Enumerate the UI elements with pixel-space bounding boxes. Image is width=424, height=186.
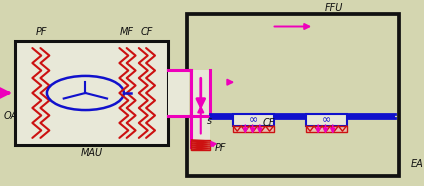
Text: CF: CF bbox=[141, 28, 153, 38]
Text: FFU: FFU bbox=[325, 3, 343, 13]
Text: PF: PF bbox=[36, 28, 47, 38]
Text: PF: PF bbox=[215, 143, 226, 153]
Bar bbox=[168, 70, 189, 116]
Bar bbox=[233, 126, 273, 132]
Bar bbox=[192, 70, 210, 147]
Text: s: s bbox=[207, 116, 212, 126]
Bar bbox=[14, 41, 168, 145]
Bar bbox=[233, 114, 273, 126]
Bar bbox=[306, 114, 346, 126]
Text: ∞: ∞ bbox=[249, 115, 258, 125]
Text: MAU: MAU bbox=[81, 148, 103, 158]
Text: OA: OA bbox=[3, 111, 17, 121]
Text: ∞: ∞ bbox=[322, 115, 331, 125]
Bar bbox=[192, 140, 210, 150]
Text: CF: CF bbox=[263, 118, 275, 128]
Bar bbox=[187, 14, 399, 176]
Text: MF: MF bbox=[120, 28, 134, 38]
Bar bbox=[306, 126, 346, 132]
Bar bbox=[210, 114, 395, 118]
Text: EA: EA bbox=[410, 159, 423, 169]
